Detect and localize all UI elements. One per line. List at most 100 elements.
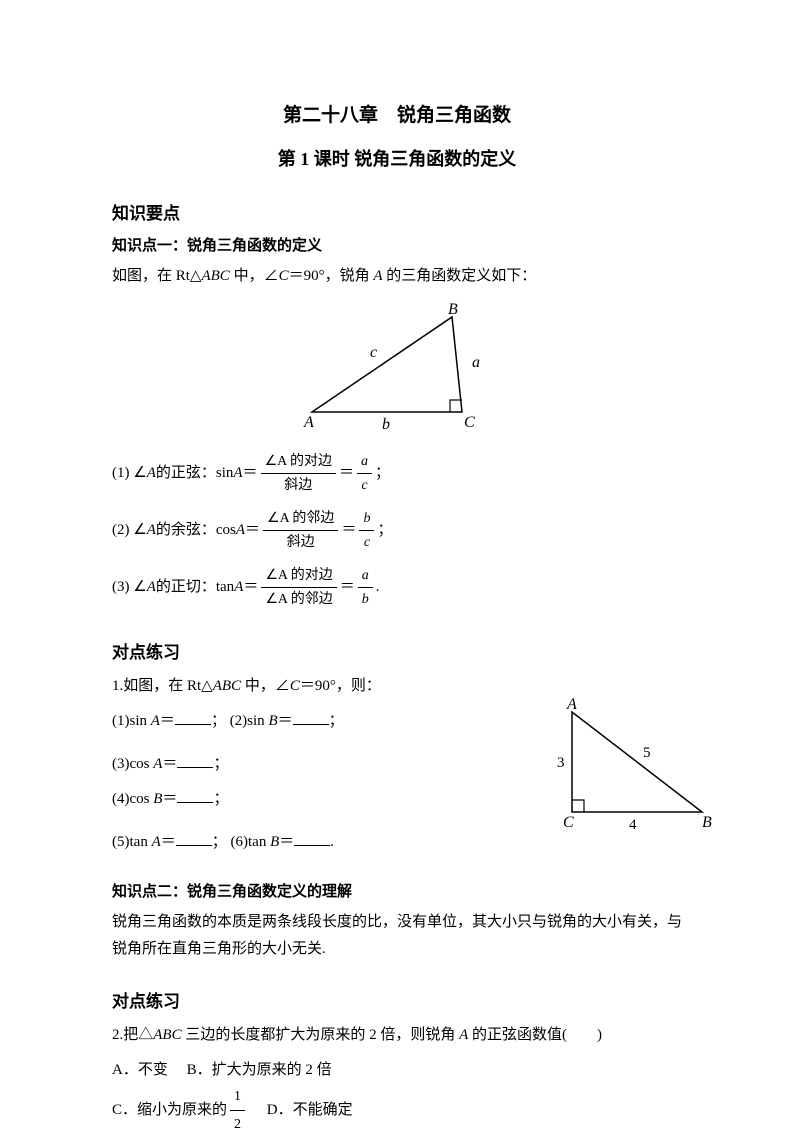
definition-tan: (3) ∠A 的正切：tan A＝ ∠A 的对边∠A 的邻边 ＝ ab . (112, 565, 682, 610)
p1a-var: A (151, 713, 160, 729)
triangle-1-figure: A B C a b c (112, 302, 682, 437)
def2-semi: ； (377, 519, 392, 542)
intro-pre: 如图，在 Rt△ (112, 268, 201, 284)
q2-stem: 2.把△ABC 三边的长度都扩大为原来的 2 倍，则锐角 A 的正弦函数值( ) (112, 1022, 682, 1049)
def2-name: 的余弦：cos (156, 519, 236, 542)
def2-den2: c (360, 531, 374, 553)
def3-num2: a (358, 565, 373, 588)
def2-label: (2) ∠ (112, 519, 147, 542)
def1-eq2: ＝ (339, 462, 354, 485)
t2-C: C (563, 814, 574, 831)
def2-a: A (147, 519, 156, 542)
def3-a: A (147, 576, 156, 599)
intro-eq: ＝90°，锐角 (289, 268, 374, 284)
q2-options-cd: C．缩小为原来的 12 D．不能确定 (112, 1084, 682, 1137)
blank-3[interactable] (177, 754, 213, 768)
p3a-var: A (152, 834, 161, 850)
def3-eq2: ＝ (340, 576, 355, 599)
def2-num1: ∠A 的邻边 (263, 508, 338, 531)
t2-5: 5 (643, 745, 651, 761)
def3-frac1: ∠A 的对边∠A 的邻边 (261, 565, 336, 610)
p2b: (4)cos (112, 791, 153, 807)
p1-end: ； (329, 713, 344, 729)
def3-den2: b (358, 588, 373, 610)
blank-2[interactable] (293, 711, 329, 725)
p1b-eq: ＝ (278, 713, 293, 729)
def1-var: A (233, 462, 242, 485)
p3-end: . (330, 834, 334, 850)
optC-num: 1 (230, 1084, 245, 1111)
optD: D．不能确定 (248, 1097, 353, 1124)
t2-4: 4 (629, 817, 637, 833)
t2-B: B (702, 814, 712, 831)
t2-A: A (566, 697, 577, 713)
practice-heading-2: 对点练习 (112, 987, 682, 1012)
q1-eq: ＝90°，则： (300, 678, 381, 694)
p2a-eq: ＝ (162, 756, 177, 772)
p2b-eq: ＝ (162, 791, 177, 807)
blank-4[interactable] (177, 789, 213, 803)
blank-1[interactable] (175, 711, 211, 725)
intro-text: 如图，在 Rt△ABC 中，∠C＝90°，锐角 A 的三角函数定义如下： (112, 263, 682, 290)
def1-label: (1) ∠ (112, 462, 147, 485)
def1-den1: 斜边 (280, 474, 316, 496)
p1a: (1)sin (112, 713, 151, 729)
knowledge-point-1: 知识点一：锐角三角函数的定义 (112, 234, 682, 255)
triangle-1-shape (312, 317, 462, 412)
chapter-title: 第二十八章 锐角三角函数 (112, 100, 682, 127)
def1-den2: c (357, 474, 371, 496)
q2-options-ab: A．不变 B．扩大为原来的 2 倍 (112, 1057, 682, 1084)
intro-post: 的三角函数定义如下： (383, 268, 537, 284)
def2-den1: 斜边 (283, 531, 319, 553)
def2-var: A (236, 519, 245, 542)
triangle-2-shape (572, 712, 702, 812)
lesson-title: 第 1 课时 锐角三角函数的定义 (112, 145, 682, 171)
def3-frac2: ab (358, 565, 373, 610)
def3-eq1: ＝ (243, 576, 258, 599)
label-b: b (382, 416, 390, 432)
def3-period: . (376, 576, 380, 599)
p2a-end: ； (213, 756, 228, 772)
optC-frac: 12 (230, 1084, 245, 1137)
intro-a: A (373, 268, 382, 284)
p1b: ； (2)sin (211, 713, 269, 729)
p3b: ； (6)tan (212, 834, 270, 850)
q2-abc: ABC (153, 1027, 181, 1043)
def2-eq1: ＝ (245, 519, 260, 542)
intro-c: C (279, 268, 289, 284)
label-A: A (303, 414, 314, 431)
blank-5[interactable] (176, 832, 212, 846)
practice-heading-1: 对点练习 (112, 638, 682, 663)
def2-eq2: ＝ (341, 519, 356, 542)
q2-a: A (459, 1027, 468, 1043)
intro-mid: 中，∠ (230, 268, 279, 284)
def3-label: (3) ∠ (112, 576, 147, 599)
def2-num2: b (359, 508, 374, 531)
exercise-1: 1.如图，在 Rt△ABC 中，∠C＝90°，则： (1)sin A ＝ ； (2)… (112, 673, 682, 856)
definition-sin: (1) ∠A 的正弦：sin A＝ ∠A 的对边斜边 ＝ ac ； (112, 451, 682, 496)
def1-semi: ； (375, 462, 390, 485)
knowledge-point-2: 知识点二：锐角三角函数定义的理解 (112, 880, 682, 901)
def2-frac2: bc (359, 508, 374, 553)
def3-num1: ∠A 的对边 (261, 565, 336, 588)
section-heading-1: 知识要点 (112, 199, 682, 224)
p2b-end: ； (213, 791, 228, 807)
def1-num2: a (357, 451, 372, 474)
q2-mid: 三边的长度都扩大为原来的 2 倍，则锐角 (182, 1027, 460, 1043)
def1-name: 的正弦：sin (156, 462, 234, 485)
def3-den1: ∠A 的邻边 (261, 588, 336, 610)
q2-post: 的正弦函数值( ) (468, 1027, 602, 1043)
triangle-2-figure: A B C 3 4 5 (547, 697, 722, 842)
q2-pre: 2.把△ (112, 1027, 153, 1043)
intro-abc: ABC (201, 268, 229, 284)
blank-6[interactable] (294, 832, 330, 846)
def1-num1: ∠A 的对边 (261, 451, 336, 474)
p1b-var: B (268, 713, 277, 729)
def1-frac1: ∠A 的对边斜边 (261, 451, 336, 496)
t2-3: 3 (557, 755, 565, 771)
def3-var: A (234, 576, 243, 599)
q1-stem: 1.如图，在 Rt△ABC 中，∠C＝90°，则： (112, 673, 682, 700)
p3b-var: B (270, 834, 279, 850)
def1-a: A (147, 462, 156, 485)
p3a: (5)tan (112, 834, 152, 850)
